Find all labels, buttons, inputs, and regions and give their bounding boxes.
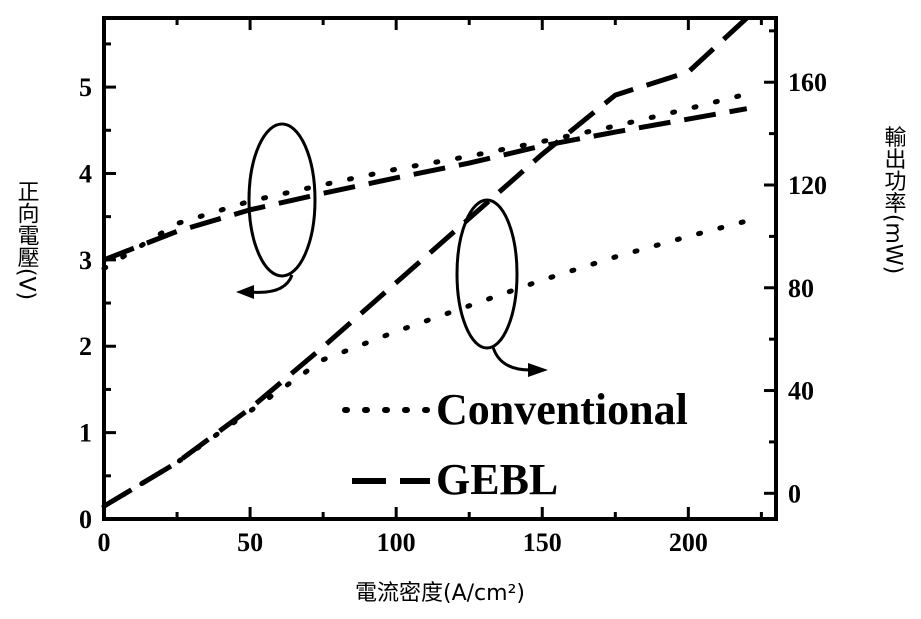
left-y-tick-label: 5	[79, 73, 92, 102]
annotation-arrow-power	[491, 346, 531, 372]
x-tick-label: 150	[523, 528, 562, 557]
right-y-tick-label: 40	[788, 377, 814, 406]
series-conventional-voltage	[101, 91, 750, 271]
right-axis-title: 輸出功率(mW)	[881, 126, 907, 274]
x-tick-label: 200	[669, 528, 708, 557]
series-conventional-power	[101, 218, 750, 509]
x-tick-label: 0	[98, 528, 111, 557]
left-y-tick-label: 3	[79, 246, 92, 275]
x-axis-title: 電流密度(A/cm²)	[355, 581, 525, 606]
left-y-tick-label: 1	[79, 419, 92, 448]
series-gebl-voltage	[103, 106, 748, 263]
left-y-tick-label: 4	[79, 159, 92, 188]
left-y-tick-label: 0	[79, 505, 92, 534]
legend-label-conventional: Conventional	[436, 385, 688, 434]
x-tick-label: 50	[237, 528, 263, 557]
series-gebl-power	[102, 16, 749, 509]
annotation-arrowhead-power	[528, 363, 548, 377]
right-y-tick-label: 120	[788, 171, 827, 200]
annotation-ellipse-voltage	[247, 122, 317, 278]
left-y-tick-label: 2	[79, 332, 92, 361]
right-y-tick-label: 0	[788, 479, 801, 508]
left-axis-title: 正向電壓(V)	[14, 180, 40, 300]
annotation-arrowhead-voltage	[236, 285, 254, 299]
annotation-ellipse-power	[455, 198, 519, 350]
right-y-tick-label: 80	[788, 274, 814, 303]
x-tick-label: 100	[377, 528, 416, 557]
annotation-arrow-voltage	[249, 274, 294, 294]
legend-label-gebl: GEBL	[436, 455, 558, 504]
right-y-tick-label: 160	[788, 68, 827, 97]
